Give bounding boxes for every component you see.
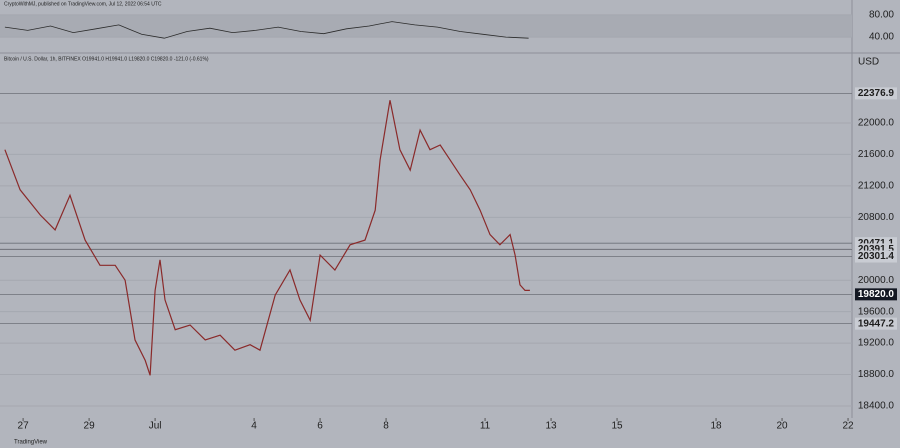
x-tick-label: 11 <box>480 421 491 432</box>
x-tick-label: 13 <box>545 421 557 432</box>
y-tick-label: 20000.0 <box>858 275 895 286</box>
x-tick-label: 29 <box>84 421 96 432</box>
x-tick-label: 15 <box>611 421 623 432</box>
brand: TradingView <box>14 440 48 446</box>
level-label: 22376.9 <box>858 88 895 99</box>
y-tick-label: 21600.0 <box>858 149 895 160</box>
series-line <box>4 100 530 376</box>
series-line <box>4 21 529 39</box>
x-tick-label: 27 <box>18 421 30 432</box>
level-box <box>855 317 897 330</box>
y-tick-label: 80.00 <box>869 10 894 21</box>
currency-label: USD <box>858 57 879 68</box>
y-tick-label: 18400.0 <box>858 401 895 412</box>
level-box <box>855 288 897 301</box>
symbol-info: Bitcoin / U.S. Dollar, 1h, BITFINEX O199… <box>4 56 209 62</box>
y-tick-label: 40.00 <box>869 32 894 43</box>
level-label: 19447.2 <box>858 318 895 329</box>
x-tick-label: 6 <box>317 421 323 432</box>
x-tick-label: 8 <box>383 421 389 432</box>
x-tick-label: 22 <box>842 421 854 432</box>
level-box <box>855 250 897 263</box>
y-tick-label: 21200.0 <box>858 181 895 192</box>
level-label: 20391.5 <box>858 244 895 255</box>
y-tick-label: 20800.0 <box>858 212 895 223</box>
level-label: 19820.0 <box>858 289 895 300</box>
x-tick-label: Jul <box>149 421 162 432</box>
y-tick-label: 19600.0 <box>858 306 895 317</box>
level-label: 20471.1 <box>858 238 895 249</box>
level-label: 20301.4 <box>858 251 895 262</box>
x-tick-label: 18 <box>710 421 722 432</box>
level-box <box>855 87 897 100</box>
attribution: CryptoWithMJ, published on TradingView.c… <box>4 1 162 7</box>
y-tick-label: 22000.0 <box>858 118 895 129</box>
y-tick-label: 18800.0 <box>858 369 895 380</box>
x-tick-label: 4 <box>251 421 257 432</box>
x-tick-label: 20 <box>776 421 788 432</box>
y-tick-label: 19200.0 <box>858 338 895 349</box>
